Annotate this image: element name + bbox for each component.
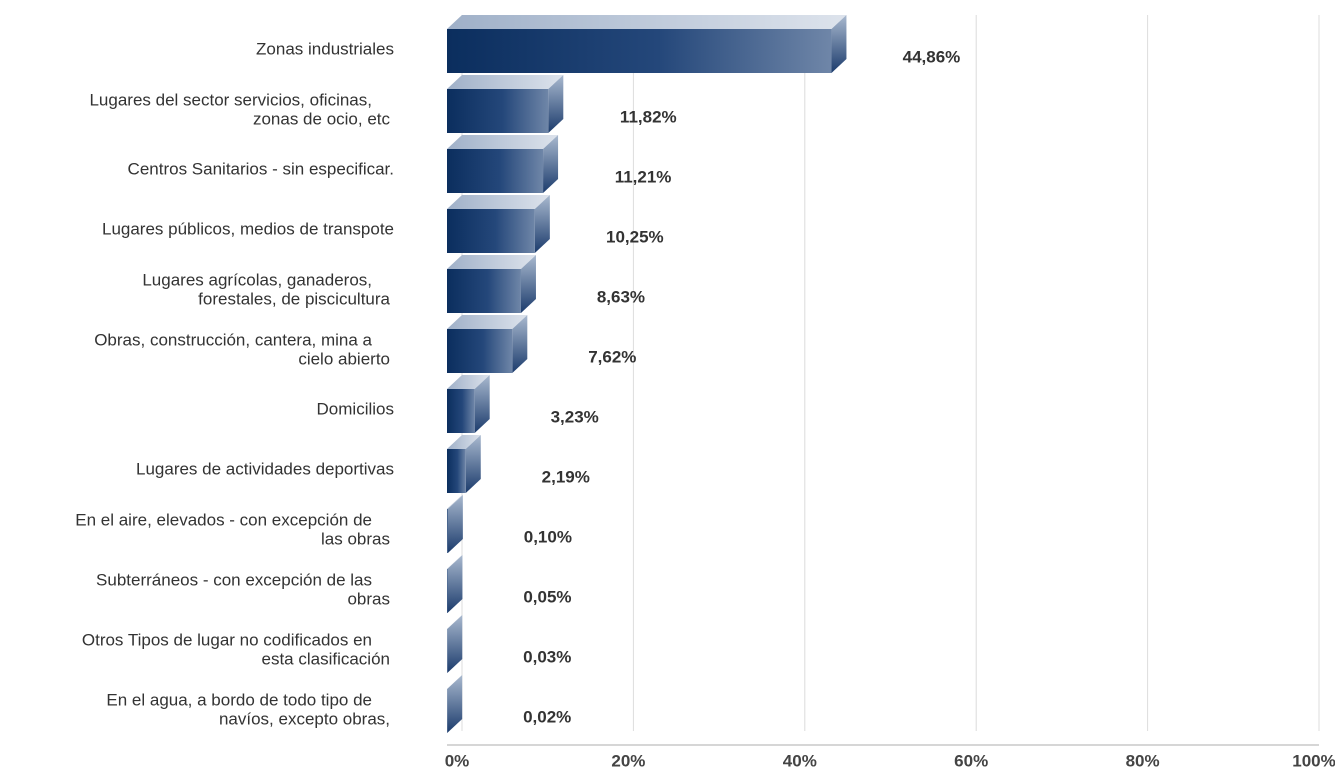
bar-top [447, 675, 463, 689]
bar [447, 149, 544, 193]
bar-side [465, 435, 481, 493]
bar-side [447, 555, 463, 613]
bar [447, 269, 521, 313]
x-tick-label: 60% [954, 751, 988, 770]
bar-side [548, 75, 564, 133]
bar-side [520, 255, 536, 313]
y-tick-label: Otros Tipos de lugar no codificados en [82, 630, 372, 649]
bar-top [447, 615, 463, 629]
value-label: 11,82% [620, 107, 677, 126]
bar-side [447, 495, 463, 553]
y-tick-label: En el aire, elevados - con excepción de [75, 510, 372, 529]
y-tick-label: cielo abierto [298, 349, 390, 368]
y-tick-label: esta clasificación [261, 649, 390, 668]
x-tick-label: 100% [1292, 751, 1335, 770]
bar-top [447, 555, 463, 569]
bar-top [447, 495, 463, 509]
bar-top [447, 75, 564, 89]
value-label: 0,03% [523, 647, 571, 666]
y-tick-label: Subterráneos - con excepción de las [96, 570, 372, 589]
bar-top [447, 195, 550, 209]
y-tick-label: navíos, excepto obras, [219, 709, 390, 728]
value-label: 3,23% [551, 407, 599, 426]
bar-side [447, 675, 463, 733]
y-tick-label: En el agua, a bordo de todo tipo de [106, 690, 372, 709]
value-label: 10,25% [606, 227, 664, 246]
bar [447, 89, 549, 133]
x-tick-label: 20% [611, 751, 645, 770]
value-label: 7,62% [588, 347, 636, 366]
y-tick-label: zonas de ocio, etc [253, 109, 391, 128]
y-tick-label: Zonas industriales [256, 39, 394, 58]
x-tick-label: 80% [1126, 751, 1160, 770]
bar-top [447, 375, 490, 389]
value-label: 8,63% [597, 287, 645, 306]
y-tick-label: forestales, de piscicultura [198, 289, 390, 308]
y-tick-label: Lugares de actividades deportivas [136, 459, 394, 478]
bar-side [831, 15, 847, 73]
bar-top [447, 255, 536, 269]
y-tick-label: Domicilios [317, 399, 394, 418]
bar-side [447, 615, 463, 673]
value-label: 0,05% [523, 587, 571, 606]
bar [447, 329, 513, 373]
bar [447, 509, 448, 553]
bar [447, 209, 535, 253]
value-label: 0,10% [524, 527, 572, 546]
value-label: 0,02% [523, 707, 571, 726]
bar [447, 449, 466, 493]
value-label: 44,86% [903, 47, 961, 66]
bar-top [447, 435, 481, 449]
y-tick-label: las obras [321, 529, 390, 548]
bar [447, 389, 475, 433]
bar-side [474, 375, 490, 433]
y-tick-label: obras [347, 589, 390, 608]
y-tick-label: Lugares del sector servicios, oficinas, [89, 90, 372, 109]
y-tick-label: Obras, construcción, cantera, mina a [94, 330, 372, 349]
x-tick-label: 0% [445, 751, 470, 770]
y-tick-label: Centros Sanitarios - sin especificar. [128, 159, 394, 178]
bar [447, 29, 832, 73]
bar-side [512, 315, 528, 373]
y-tick-label: Lugares agrícolas, ganaderos, [142, 270, 372, 289]
bar-side [543, 135, 559, 193]
y-tick-label: Lugares públicos, medios de transpote [102, 219, 394, 238]
value-label: 2,19% [542, 467, 590, 486]
bar-top [447, 315, 528, 329]
bar-side [534, 195, 550, 253]
bar-top [447, 135, 559, 149]
x-tick-label: 40% [783, 751, 817, 770]
value-label: 11,21% [615, 167, 672, 186]
bar-top [447, 15, 847, 29]
